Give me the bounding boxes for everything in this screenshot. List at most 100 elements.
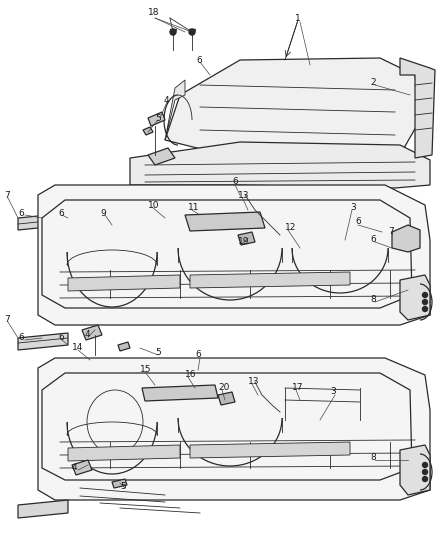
Point	[318, 246, 325, 255]
Point	[307, 154, 314, 163]
Point	[287, 371, 294, 379]
Point	[79, 298, 86, 306]
Point	[304, 247, 311, 256]
Point	[407, 420, 414, 429]
Point	[367, 177, 374, 185]
Point	[133, 401, 140, 409]
Point	[323, 304, 330, 312]
Point	[109, 448, 116, 457]
Point	[159, 164, 166, 173]
Point	[283, 311, 290, 319]
Point	[401, 165, 408, 174]
Polygon shape	[184, 212, 265, 231]
Point	[391, 157, 398, 166]
Point	[300, 432, 307, 440]
Point	[389, 423, 396, 432]
Point	[374, 269, 381, 278]
Point	[248, 166, 255, 175]
Point	[351, 178, 358, 187]
Point	[354, 163, 361, 172]
Point	[287, 156, 294, 165]
Point	[205, 419, 212, 427]
Point	[413, 305, 420, 314]
Point	[359, 163, 366, 171]
Point	[86, 229, 93, 238]
Point	[129, 286, 136, 295]
Point	[385, 163, 392, 172]
Point	[227, 394, 234, 402]
Point	[102, 413, 110, 421]
Point	[179, 239, 186, 247]
Point	[328, 262, 335, 270]
Point	[276, 425, 283, 433]
Point	[194, 224, 201, 233]
Point	[217, 438, 224, 447]
Point	[271, 266, 278, 275]
Point	[60, 465, 67, 473]
Point	[405, 246, 412, 254]
Point	[87, 302, 94, 310]
Point	[142, 236, 149, 244]
Point	[186, 167, 193, 175]
Point	[296, 432, 303, 441]
Point	[364, 167, 371, 176]
Text: 5: 5	[155, 114, 160, 123]
Point	[331, 286, 338, 295]
Point	[344, 276, 351, 285]
Point	[308, 154, 315, 163]
Point	[141, 247, 148, 255]
Point	[62, 210, 69, 219]
Point	[358, 443, 365, 451]
Point	[210, 162, 217, 171]
Point	[258, 154, 265, 163]
Polygon shape	[72, 460, 92, 475]
Point	[115, 243, 122, 251]
Point	[309, 455, 316, 464]
Point	[219, 372, 226, 380]
Point	[373, 433, 380, 442]
Point	[164, 270, 171, 279]
Point	[341, 204, 348, 213]
Point	[353, 400, 360, 408]
Point	[233, 161, 240, 169]
Point	[145, 400, 152, 408]
Point	[165, 438, 172, 447]
Point	[198, 176, 205, 184]
Point	[234, 171, 241, 180]
Point	[413, 160, 420, 169]
Text: 13: 13	[237, 190, 249, 199]
Point	[277, 469, 284, 478]
Point	[398, 160, 405, 169]
Polygon shape	[391, 225, 419, 252]
Point	[366, 175, 373, 183]
Point	[92, 394, 99, 402]
Point	[329, 171, 336, 180]
Point	[348, 367, 355, 375]
Point	[140, 277, 147, 285]
Point	[264, 154, 271, 163]
Point	[139, 212, 146, 220]
Point	[145, 471, 152, 479]
Text: 7: 7	[387, 228, 393, 237]
Point	[357, 370, 364, 379]
Point	[126, 484, 133, 493]
Point	[342, 279, 349, 287]
Point	[318, 410, 325, 419]
Point	[245, 155, 252, 163]
Point	[373, 226, 380, 235]
Point	[367, 163, 374, 172]
Circle shape	[189, 29, 194, 35]
Point	[219, 297, 226, 305]
Point	[300, 474, 307, 483]
Point	[254, 177, 261, 186]
Point	[248, 395, 255, 403]
Point	[205, 163, 212, 172]
Point	[412, 209, 419, 218]
Point	[392, 172, 399, 180]
Point	[250, 412, 257, 421]
Point	[391, 160, 398, 169]
Point	[106, 214, 113, 222]
Point	[204, 428, 211, 437]
Point	[416, 229, 423, 237]
Point	[157, 473, 164, 482]
